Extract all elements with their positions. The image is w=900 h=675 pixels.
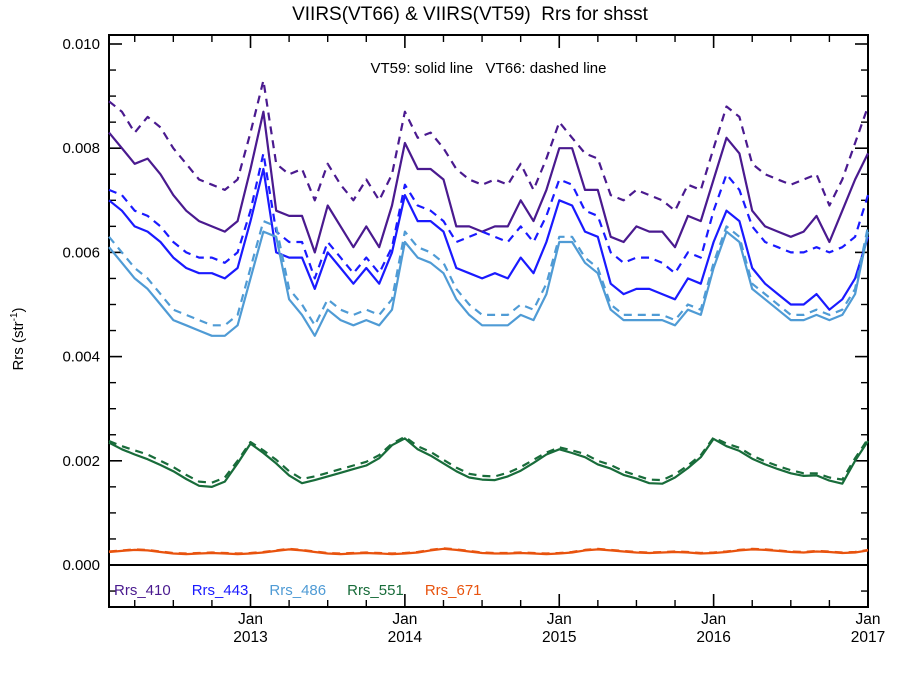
series-rrs-551-vt59 <box>108 437 869 488</box>
y-tick-label: 0.008 <box>62 140 100 157</box>
x-tick-label-year: 2014 <box>388 629 423 646</box>
legend-item-rrs-486: Rrs_486 <box>269 582 327 599</box>
x-tick-label-year: 2013 <box>233 629 267 646</box>
y-tick-label: 0.006 <box>62 244 100 261</box>
x-tick-label-month: Jan <box>547 611 572 628</box>
plot-frame <box>108 34 869 608</box>
x-tick-label-year: 2017 <box>851 629 885 646</box>
series-rrs-443-vt66 <box>108 152 870 280</box>
chart-title: VIIRS(VT66) & VIIRS(VT59) Rrs for shsst <box>292 4 648 25</box>
y-tick-label: 0.010 <box>62 36 100 53</box>
y-axis-label-suffix: ) <box>10 307 27 313</box>
series-rrs-410-vt59 <box>108 110 869 254</box>
x-tick-label-month: Jan <box>701 611 726 628</box>
y-tick-label: 0.004 <box>62 349 100 366</box>
y-axis-label: Rrs (str-1) <box>9 279 27 399</box>
line-style-annotation: VT59: solid line VT66: dashed line <box>370 60 607 77</box>
x-tick-label-year: 2016 <box>696 629 730 646</box>
y-axis-label-prefix: Rrs (str <box>10 321 27 371</box>
series-rrs-486-vt66 <box>108 220 870 327</box>
series-rrs-551-vt66 <box>108 435 869 484</box>
legend-item-rrs-410: Rrs_410 <box>114 582 171 599</box>
series-rrs-671-vt66 <box>108 547 869 555</box>
series-rrs-410-vt66 <box>108 79 870 212</box>
series-rrs-443-vt59 <box>108 167 870 311</box>
x-tick-label-month: Jan <box>392 611 417 628</box>
y-axis-label-sup: -1 <box>9 312 20 322</box>
legend-item-rrs-443: Rrs_443 <box>191 582 249 599</box>
x-tick-label-month: Jan <box>856 611 881 628</box>
series-rrs-486-vt59 <box>108 230 870 337</box>
x-tick-label-month: Jan <box>238 611 263 628</box>
legend-item-rrs-671: Rrs_671 <box>424 582 482 599</box>
y-tick-label: 0.002 <box>62 453 100 470</box>
x-tick-label-year: 2015 <box>542 629 576 646</box>
y-tick-label: 0.000 <box>62 557 100 574</box>
legend-item-rrs-551: Rrs_551 <box>347 582 404 599</box>
legend: Rrs_410 Rrs_443 Rrs_486 Rrs_551 Rrs_671 <box>114 582 482 599</box>
